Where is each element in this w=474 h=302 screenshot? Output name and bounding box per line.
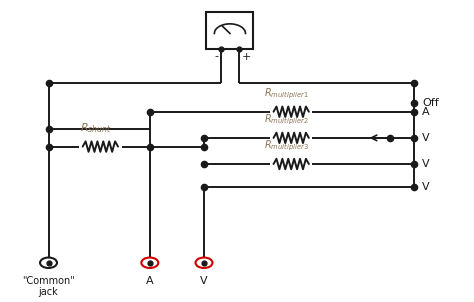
Text: Off: Off xyxy=(422,98,439,108)
Text: V: V xyxy=(200,276,208,286)
Text: -: - xyxy=(214,52,218,62)
Text: V: V xyxy=(422,159,430,169)
Text: +: + xyxy=(242,52,251,62)
Text: $R_{multiplier1}$: $R_{multiplier1}$ xyxy=(264,86,309,101)
Text: V: V xyxy=(422,182,430,192)
Text: $R_{multiplier3}$: $R_{multiplier3}$ xyxy=(264,139,309,153)
Text: V: V xyxy=(422,133,430,143)
Bar xyxy=(206,11,254,49)
Text: $R_{shunt}$: $R_{shunt}$ xyxy=(80,121,111,135)
Text: $R_{multiplier2}$: $R_{multiplier2}$ xyxy=(264,112,309,127)
Text: A: A xyxy=(146,276,154,286)
Text: A: A xyxy=(422,107,430,117)
Text: "Common"
jack: "Common" jack xyxy=(22,276,75,297)
